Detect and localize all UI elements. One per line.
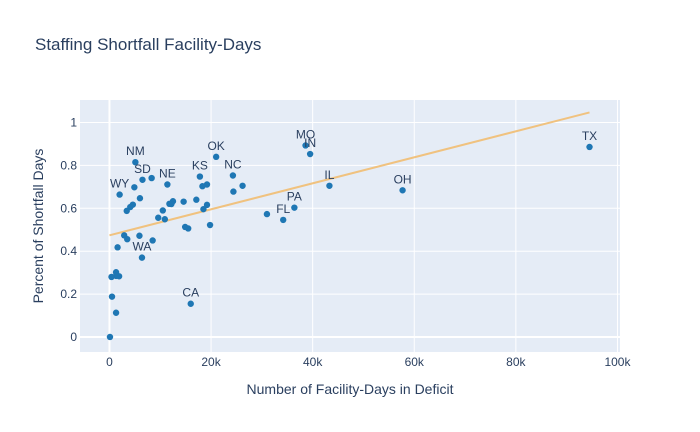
point-label: KS	[192, 159, 208, 173]
data-point	[149, 237, 156, 244]
data-point	[114, 244, 121, 251]
x-tick-label: 40k	[303, 355, 323, 369]
point-label: OK	[207, 139, 224, 153]
point-label: FL	[276, 202, 290, 216]
data-point	[291, 204, 298, 211]
data-point	[399, 187, 406, 194]
data-point	[159, 207, 167, 214]
data-point	[229, 172, 237, 179]
data-point	[164, 181, 171, 188]
data-point	[116, 191, 123, 198]
data-point	[148, 174, 155, 182]
point-label: NM	[126, 144, 145, 158]
data-point	[181, 223, 189, 231]
data-point	[586, 143, 593, 151]
data-point	[123, 207, 130, 215]
y-tick-label: 0.6	[60, 201, 77, 215]
plot-area	[80, 100, 620, 352]
x-tick-labels: 0 20k 40k 60k 80k 100k	[106, 355, 631, 369]
y-tick-label: 0.4	[60, 244, 77, 258]
x-tick-label: 100k	[604, 355, 631, 369]
data-point	[136, 232, 143, 239]
x-tick-label: 80k	[506, 355, 526, 369]
data-point	[108, 273, 115, 281]
y-tick-label: 0.2	[60, 287, 77, 301]
data-point	[132, 158, 139, 166]
data-point	[112, 309, 120, 316]
data-point	[263, 210, 271, 218]
x-tick-label: 0	[106, 355, 113, 369]
data-point	[326, 182, 333, 189]
data-point	[108, 293, 116, 300]
data-point	[155, 214, 162, 221]
y-tick-labels: 0 0.2 0.4 0.6 0.8 1	[60, 116, 77, 344]
data-point	[239, 182, 246, 189]
grid-lines	[80, 100, 620, 352]
data-point	[302, 142, 309, 149]
x-tick-label: 20k	[201, 355, 221, 369]
y-tick-label: 0	[70, 330, 77, 344]
data-point	[180, 198, 187, 205]
point-label: TX	[582, 129, 597, 143]
data-point	[161, 216, 169, 223]
point-label: SD	[134, 162, 151, 176]
data-point	[136, 195, 144, 202]
data-point	[279, 216, 287, 224]
x-axis-label: Number of Facility-Days in Deficit	[247, 381, 454, 397]
trendline	[109, 111, 590, 237]
point-label: NC	[224, 157, 242, 171]
point-label: OH	[394, 172, 412, 186]
data-point	[306, 150, 314, 158]
data-point	[230, 188, 237, 195]
point-label: WY	[110, 177, 129, 191]
y-tick-label: 1	[70, 116, 77, 130]
point-label: MO	[296, 127, 315, 141]
point-label: NE	[159, 167, 176, 181]
data-point	[138, 254, 146, 261]
point-label: IL	[324, 168, 334, 182]
point-label: IN	[304, 136, 316, 150]
point-label: PA	[287, 190, 302, 204]
data-point	[187, 300, 194, 307]
data-point	[131, 184, 138, 191]
data-point	[139, 176, 146, 183]
data-point	[199, 183, 206, 190]
point-label: WA	[133, 240, 152, 254]
chart-title: Staffing Shortfall Facility-Days	[35, 35, 261, 54]
data-point	[212, 153, 220, 161]
data-points	[106, 142, 593, 341]
x-tick-label: 60k	[405, 355, 425, 369]
y-tick-label: 0.8	[60, 158, 77, 172]
data-point	[106, 333, 114, 341]
y-axis-label: Percent of Shortfall Days	[30, 149, 46, 304]
data-point	[203, 201, 211, 209]
data-point	[196, 173, 204, 180]
data-point	[120, 232, 128, 239]
data-point	[206, 221, 214, 229]
data-point	[200, 205, 207, 213]
data-point	[166, 200, 173, 208]
data-point	[193, 196, 200, 203]
point-label: CA	[182, 286, 199, 300]
